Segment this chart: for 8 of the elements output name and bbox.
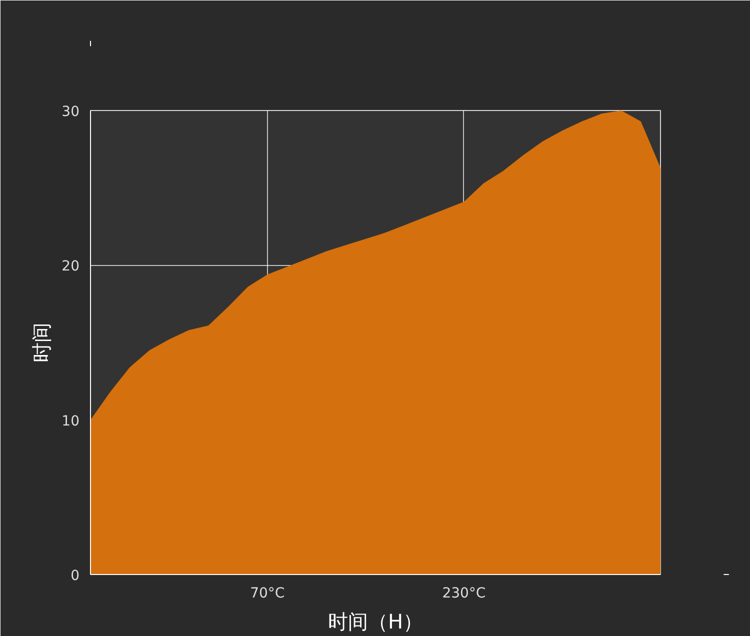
y-tick-label: 20 xyxy=(62,258,80,275)
x-tick-label: 70°C xyxy=(250,586,285,602)
y-tick-label: 0 xyxy=(70,568,80,584)
y-axis-title: 时间 xyxy=(30,322,54,362)
y-tick-label: 10 xyxy=(62,413,80,430)
x-tick-label: 230°C xyxy=(442,586,486,602)
x-axis-title: 时间（H） xyxy=(328,610,424,634)
y-tick-label: 30 xyxy=(62,104,80,120)
